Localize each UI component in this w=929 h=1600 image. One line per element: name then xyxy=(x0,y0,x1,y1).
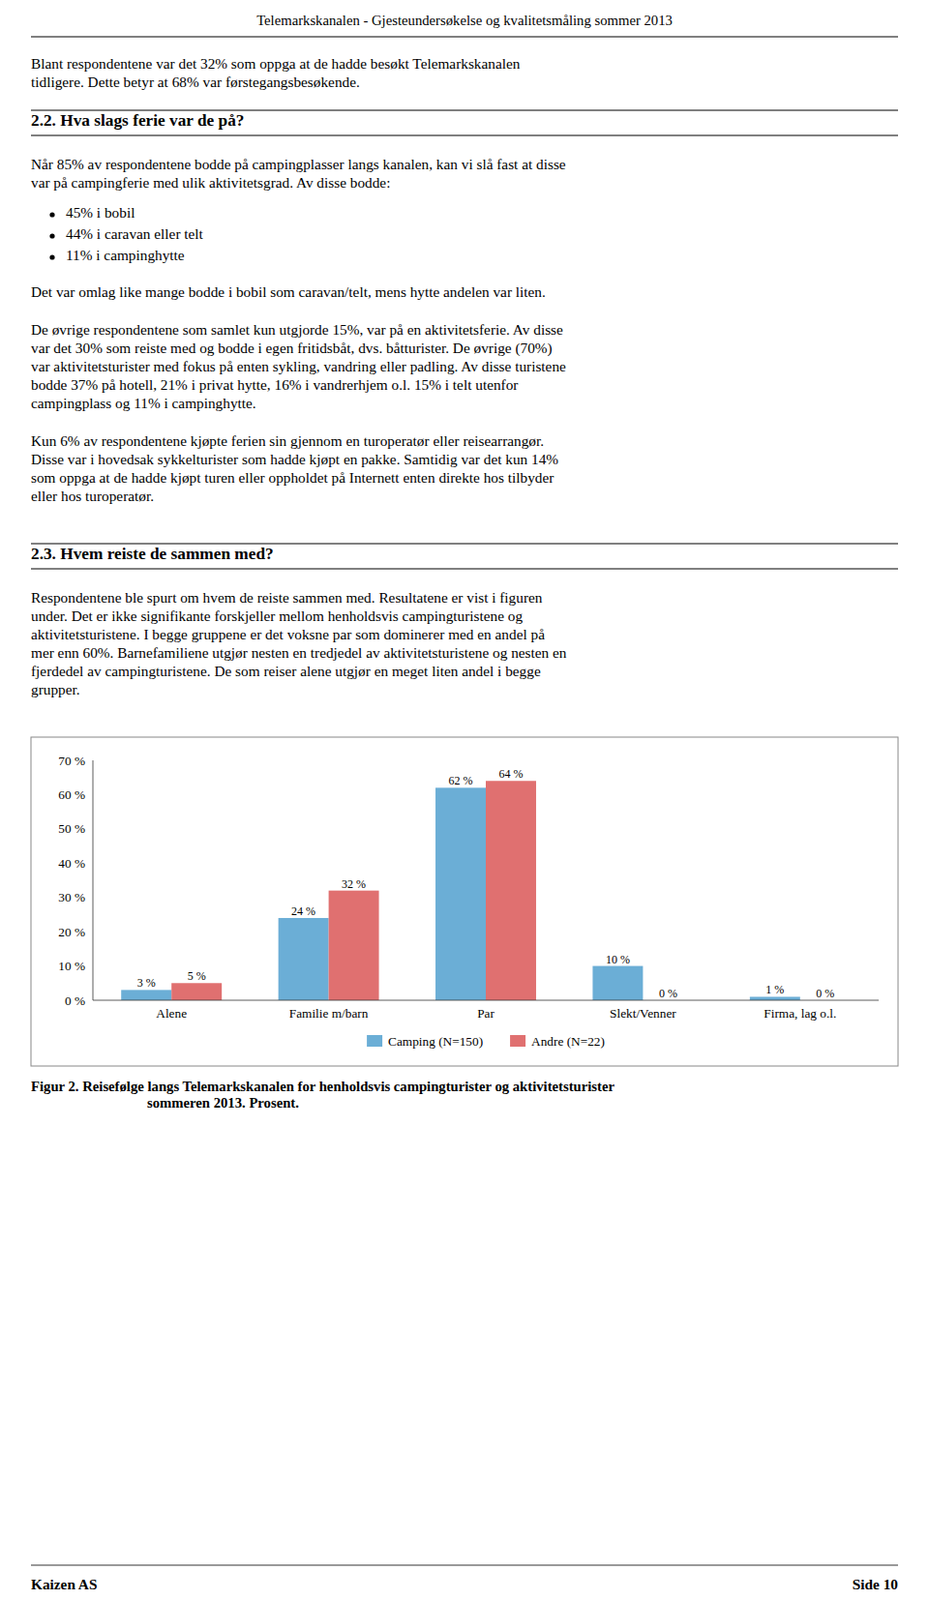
y-tick-label: 70 % xyxy=(58,753,86,769)
data-label: 3 % xyxy=(137,976,156,990)
header-rule xyxy=(30,36,899,38)
bullet-text: 44% i caravan eller telt xyxy=(65,225,205,242)
section-rule xyxy=(30,569,899,570)
data-label: 1 % xyxy=(765,983,784,997)
footer-left: Kaizen AS xyxy=(30,1576,97,1593)
x-axis xyxy=(92,1000,879,1002)
bar-chart: 0 % 10 % 20 % 30 % 40 % 50 % 60 % 70 % 3 % 24 % 62… xyxy=(58,753,879,1049)
paragraph-line: De øvrige respondentene som samlet kun u… xyxy=(30,321,564,338)
x-tick-label: Firma, lag o.l. xyxy=(763,1006,837,1021)
paragraph-line: var det 30% som reiste med og bodde i eg… xyxy=(30,339,553,358)
page: Telemarkskanalen - Gjesteundersøkelse og… xyxy=(0,0,929,1600)
paragraph-line: campingplass og 11% i campinghytte. xyxy=(30,394,257,412)
x-tick-label: Familie m/barn xyxy=(289,1006,369,1021)
bar xyxy=(120,989,172,1001)
paragraph-line: under. Det er ikke signifikante forskjel… xyxy=(30,607,523,625)
bullet-dot xyxy=(49,254,55,260)
y-tick-label: 50 % xyxy=(58,821,86,837)
legend-swatch xyxy=(509,1035,526,1048)
x-tick-label: Alene xyxy=(155,1006,187,1021)
paragraph-line: Det var omlag like mange bodde i bobil s… xyxy=(30,283,546,300)
legend: Camping (N=150) Andre (N=22) xyxy=(366,1034,605,1049)
x-tick-label: Par xyxy=(477,1006,495,1021)
footer-rule xyxy=(30,1565,899,1567)
bars xyxy=(120,780,801,1001)
bar xyxy=(278,918,330,1001)
y-tick-label: 20 % xyxy=(58,925,86,940)
bullet-dot xyxy=(49,211,55,217)
paragraph-line: Respondentene ble spurt om hvem de reist… xyxy=(30,589,543,606)
paragraph-line: bodde 37% på hotell, 21% i privat hytte,… xyxy=(30,376,518,393)
paragraph-line: grupper. xyxy=(30,681,81,698)
data-label: 5 % xyxy=(187,969,207,984)
legend-label: Camping (N=150) xyxy=(388,1034,483,1049)
footer-right: Side 10 xyxy=(852,1576,900,1593)
bar xyxy=(435,787,486,1001)
data-label: 32 % xyxy=(341,877,366,892)
section-title: 2.2. Hva slags ferie var de på? xyxy=(30,111,244,130)
data-label: 24 % xyxy=(291,904,316,919)
bar xyxy=(592,966,643,1001)
paragraph-line: Når 85% av respondentene bodde på campin… xyxy=(30,155,567,173)
bar xyxy=(329,891,380,1001)
paragraph-line: Disse var i hovedsak sykkelturister som … xyxy=(30,450,559,468)
paragraph-line: aktivitetsturistene. I begge gruppene er… xyxy=(30,626,545,643)
data-label: 62 % xyxy=(449,774,474,788)
x-tick-label: Slekt/Venner xyxy=(609,1006,677,1021)
paragraph-line: mer enn 60%. Barnefamiliene utgjør neste… xyxy=(30,644,568,661)
paragraph-line: eller hos turoperatør. xyxy=(30,487,154,505)
paragraph-line: Blant respondentene var det 32% som oppg… xyxy=(30,55,521,72)
data-label: 0 % xyxy=(815,987,835,1001)
section-title: 2.3. Hvem reiste de sammen med? xyxy=(30,544,274,564)
bullet-text: 11% i campinghytte xyxy=(65,246,185,264)
legend-swatch xyxy=(366,1035,383,1048)
chart-box xyxy=(30,737,899,1067)
figure-caption: Figur 2. Reisefølge langs Telemarkskanal… xyxy=(30,1078,615,1095)
y-tick-label: 30 % xyxy=(58,890,86,905)
y-tick-label: 0 % xyxy=(64,993,86,1009)
y-tick-label: 60 % xyxy=(58,787,86,803)
paragraph-line: var på campingferie med ulik aktivitetsg… xyxy=(30,174,390,191)
y-tick-label: 40 % xyxy=(58,856,86,871)
data-label: 64 % xyxy=(498,767,523,781)
header-title: Telemarkskanalen - Gjesteundersøkelse og… xyxy=(256,12,673,29)
bar xyxy=(749,996,801,1001)
bullet-text: 45% i bobil xyxy=(65,204,135,221)
bar xyxy=(171,983,222,1001)
bar xyxy=(485,780,537,1001)
legend-label: Andre (N=22) xyxy=(531,1034,605,1049)
y-tick-label: 10 % xyxy=(58,958,86,974)
y-axis xyxy=(92,760,94,1001)
section-rule xyxy=(30,135,899,137)
paragraph-line: tidligere. Dette betyr at 68% var første… xyxy=(30,73,360,90)
paragraph-line: som oppga at de hadde kjøpt turen eller … xyxy=(30,469,554,486)
bullet-dot xyxy=(49,233,55,239)
paragraph-line: Kun 6% av respondentene kjøpte ferien si… xyxy=(30,432,544,450)
paragraph-line: fjerdedel av campingturistene. De som re… xyxy=(30,662,541,680)
page-background xyxy=(0,0,929,1600)
data-label: 10 % xyxy=(605,953,630,967)
figure-caption: sommeren 2013. Prosent. xyxy=(147,1095,300,1111)
paragraph-line: var aktivitetsturister med fokus på ente… xyxy=(30,358,567,375)
data-label: 0 % xyxy=(659,987,678,1001)
